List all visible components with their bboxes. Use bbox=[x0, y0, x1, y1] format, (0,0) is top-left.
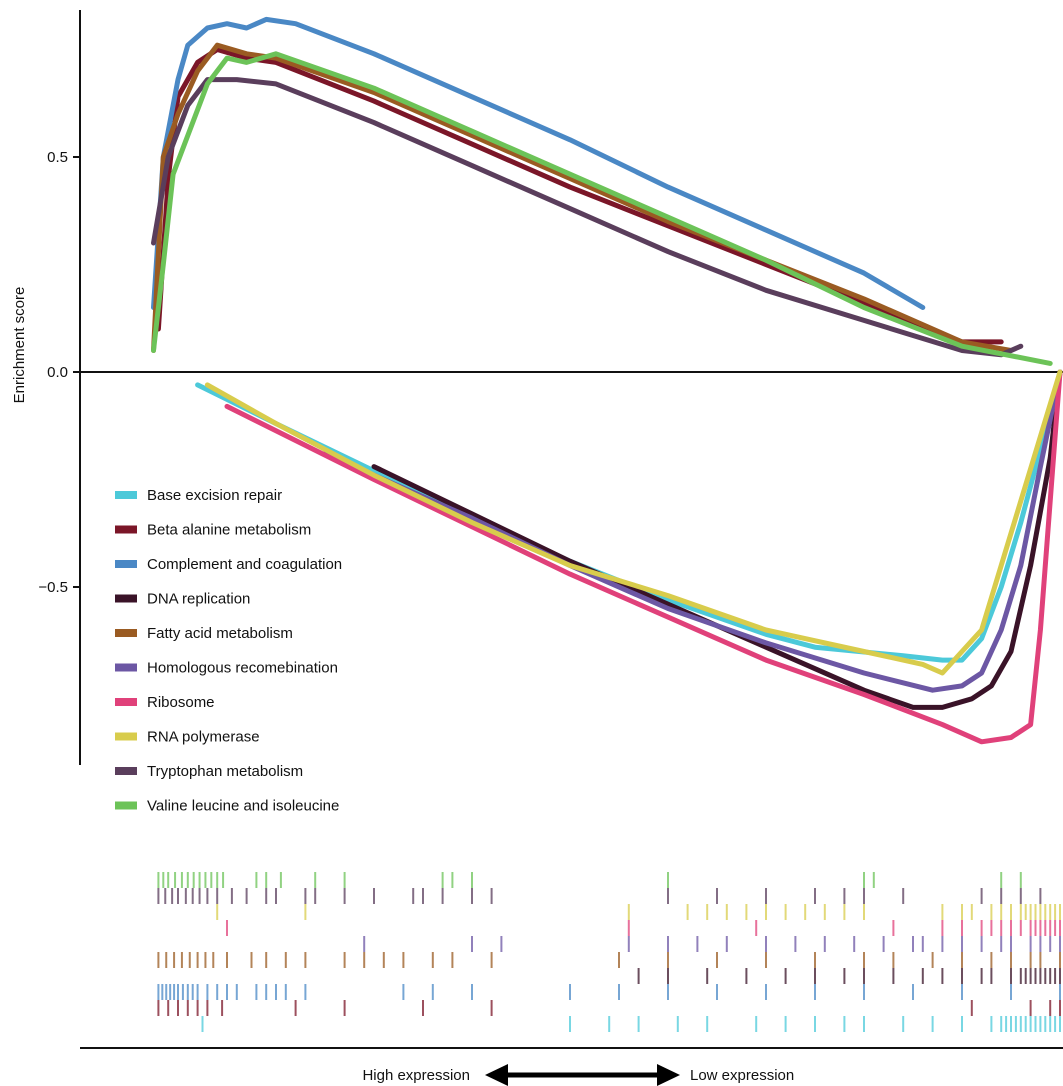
legend-label: Fatty acid metabolism bbox=[147, 625, 293, 642]
legend-swatch bbox=[115, 732, 137, 741]
series-lines bbox=[151, 16, 1063, 745]
double-arrow-icon bbox=[485, 1064, 680, 1086]
series-line-valine-leucine-and-isoleucine bbox=[151, 51, 1053, 366]
y-ticks: 0.5 0.0 −0.5 bbox=[38, 149, 80, 596]
legend-label: RNA polymerase bbox=[147, 729, 260, 746]
high-expression-label: High expression bbox=[362, 1067, 470, 1084]
y-tick-label: 0.0 bbox=[47, 364, 68, 381]
axes: Enrichment score bbox=[11, 10, 1063, 765]
legend: Base excision repair Beta alanine metabol… bbox=[115, 487, 342, 815]
legend-label: Ribosome bbox=[147, 694, 215, 711]
low-expression-label: Low expression bbox=[690, 1067, 794, 1084]
series-line-beta-alanine-metabolism bbox=[155, 47, 1004, 345]
series-line-complement-and-coagulation bbox=[151, 16, 926, 310]
legend-swatch bbox=[115, 629, 137, 637]
legend-swatch bbox=[115, 767, 137, 775]
y-axis-label: Enrichment score bbox=[11, 287, 28, 404]
legend-label: Beta alanine metabolism bbox=[147, 522, 311, 539]
y-tick-label: 0.5 bbox=[47, 149, 68, 166]
series-line-ribosome bbox=[224, 369, 1063, 745]
legend-swatch bbox=[115, 560, 137, 568]
expression-annotation: High expression Low expression bbox=[362, 1064, 794, 1086]
legend-label: Valine leucine and isoleucine bbox=[147, 798, 339, 815]
legend-swatch bbox=[115, 801, 137, 810]
series-line-rna-polymerase bbox=[204, 369, 1063, 676]
legend-label: Homologous recomebination bbox=[147, 660, 338, 677]
legend-swatch bbox=[115, 663, 137, 672]
legend-label: Tryptophan metabolism bbox=[147, 763, 303, 780]
legend-swatch bbox=[115, 525, 137, 534]
legend-swatch bbox=[115, 491, 137, 499]
rug-plot bbox=[157, 872, 1061, 1032]
series-line-base-excision-repair bbox=[195, 369, 1063, 663]
legend-swatch bbox=[115, 698, 137, 706]
legend-label: Complement and coagulation bbox=[147, 556, 342, 573]
legend-label: Base excision repair bbox=[147, 487, 282, 504]
legend-label: DNA replication bbox=[147, 591, 250, 608]
series-line-fatty-acid-metabolism bbox=[151, 42, 1014, 353]
legend-swatch bbox=[115, 594, 137, 603]
series-line-homologous-recomebination bbox=[322, 369, 1063, 693]
y-tick-label: −0.5 bbox=[38, 579, 68, 596]
series-line-tryptophan-metabolism bbox=[151, 77, 1024, 358]
